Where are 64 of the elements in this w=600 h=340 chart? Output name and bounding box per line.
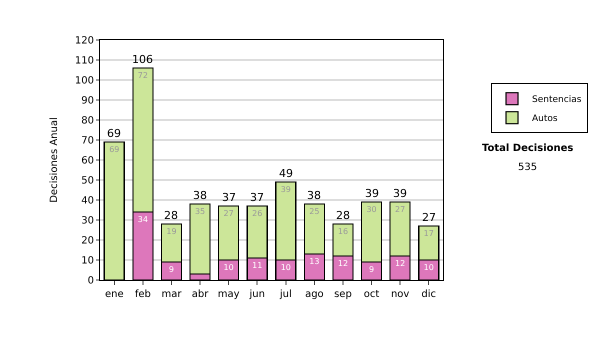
y-tick-label: 20 [81,236,94,246]
data-label: 11 [252,261,262,270]
data-label: 39 [280,185,291,194]
text: 535 [518,162,538,173]
y-tick-label: 120 [74,36,94,46]
data-label: 69 [109,145,120,154]
data-label: 10 [280,263,291,272]
y-tick-label: 110 [74,56,94,66]
data-label: 27 [224,209,234,218]
y-tick-label: 10 [81,256,94,266]
x-tick-label: oct [364,289,380,300]
data-label: 9 [369,265,374,274]
x-tick-label: may [218,289,240,300]
y-tick-label: 50 [81,176,94,186]
total-label: 27 [422,211,436,224]
data-label: 72 [138,71,148,80]
total-label: 69 [107,127,121,140]
data-label: 26 [252,209,262,218]
data-label: 19 [166,227,177,236]
y-tick-label: 90 [81,96,94,106]
data-label: 10 [424,263,434,272]
legend-label: Sentencias [532,95,582,106]
total-label: 38 [193,189,207,202]
x-tick-label: mar [161,289,182,300]
total-label: 39 [393,187,407,200]
y-tick-label: 30 [81,216,94,226]
data-label: 35 [194,207,206,216]
data-label: 17 [424,229,434,238]
x-tick-label: jul [278,289,292,300]
x-tick-label: feb [134,289,151,300]
x-tick-label: sep [334,289,352,300]
total-label: 106 [132,53,153,66]
y-tick-label: 70 [81,136,94,146]
data-label: 27 [395,205,406,214]
y-tick-label: 0 [88,276,94,286]
x-tick-label: nov [390,289,410,300]
data-label: 30 [366,205,377,214]
total-label: 28 [336,209,350,222]
total-label: 49 [279,167,293,180]
total-label: 37 [222,191,236,204]
x-tick-label: dic [421,289,436,300]
y-axis-title: Decisiones Anual [48,117,60,203]
y-tick-label: 60 [81,156,94,166]
data-label: 13 [309,257,320,266]
total-label: 39 [365,187,379,200]
data-label: 16 [338,227,348,236]
y-tick-label: 40 [81,196,94,206]
data-label: 9 [168,265,174,274]
data-label: 12 [338,259,348,268]
x-tick-label: ago [305,289,324,300]
legend-label: Autos [532,114,558,124]
text: Total Decisiones [482,143,574,154]
x-tick-label: abr [192,289,210,300]
x-tick-label: jun [248,289,265,300]
total-label: 28 [164,209,178,222]
data-label: 10 [224,263,234,272]
x-tick-label: ene [104,289,124,300]
data-label: 25 [309,207,320,216]
y-tick-label: 100 [74,76,94,86]
y-tick-label: 80 [81,116,94,126]
total-label: 38 [307,189,321,202]
data-label: 34 [138,215,148,224]
data-label: 12 [395,259,406,268]
total-label: 37 [250,191,264,204]
